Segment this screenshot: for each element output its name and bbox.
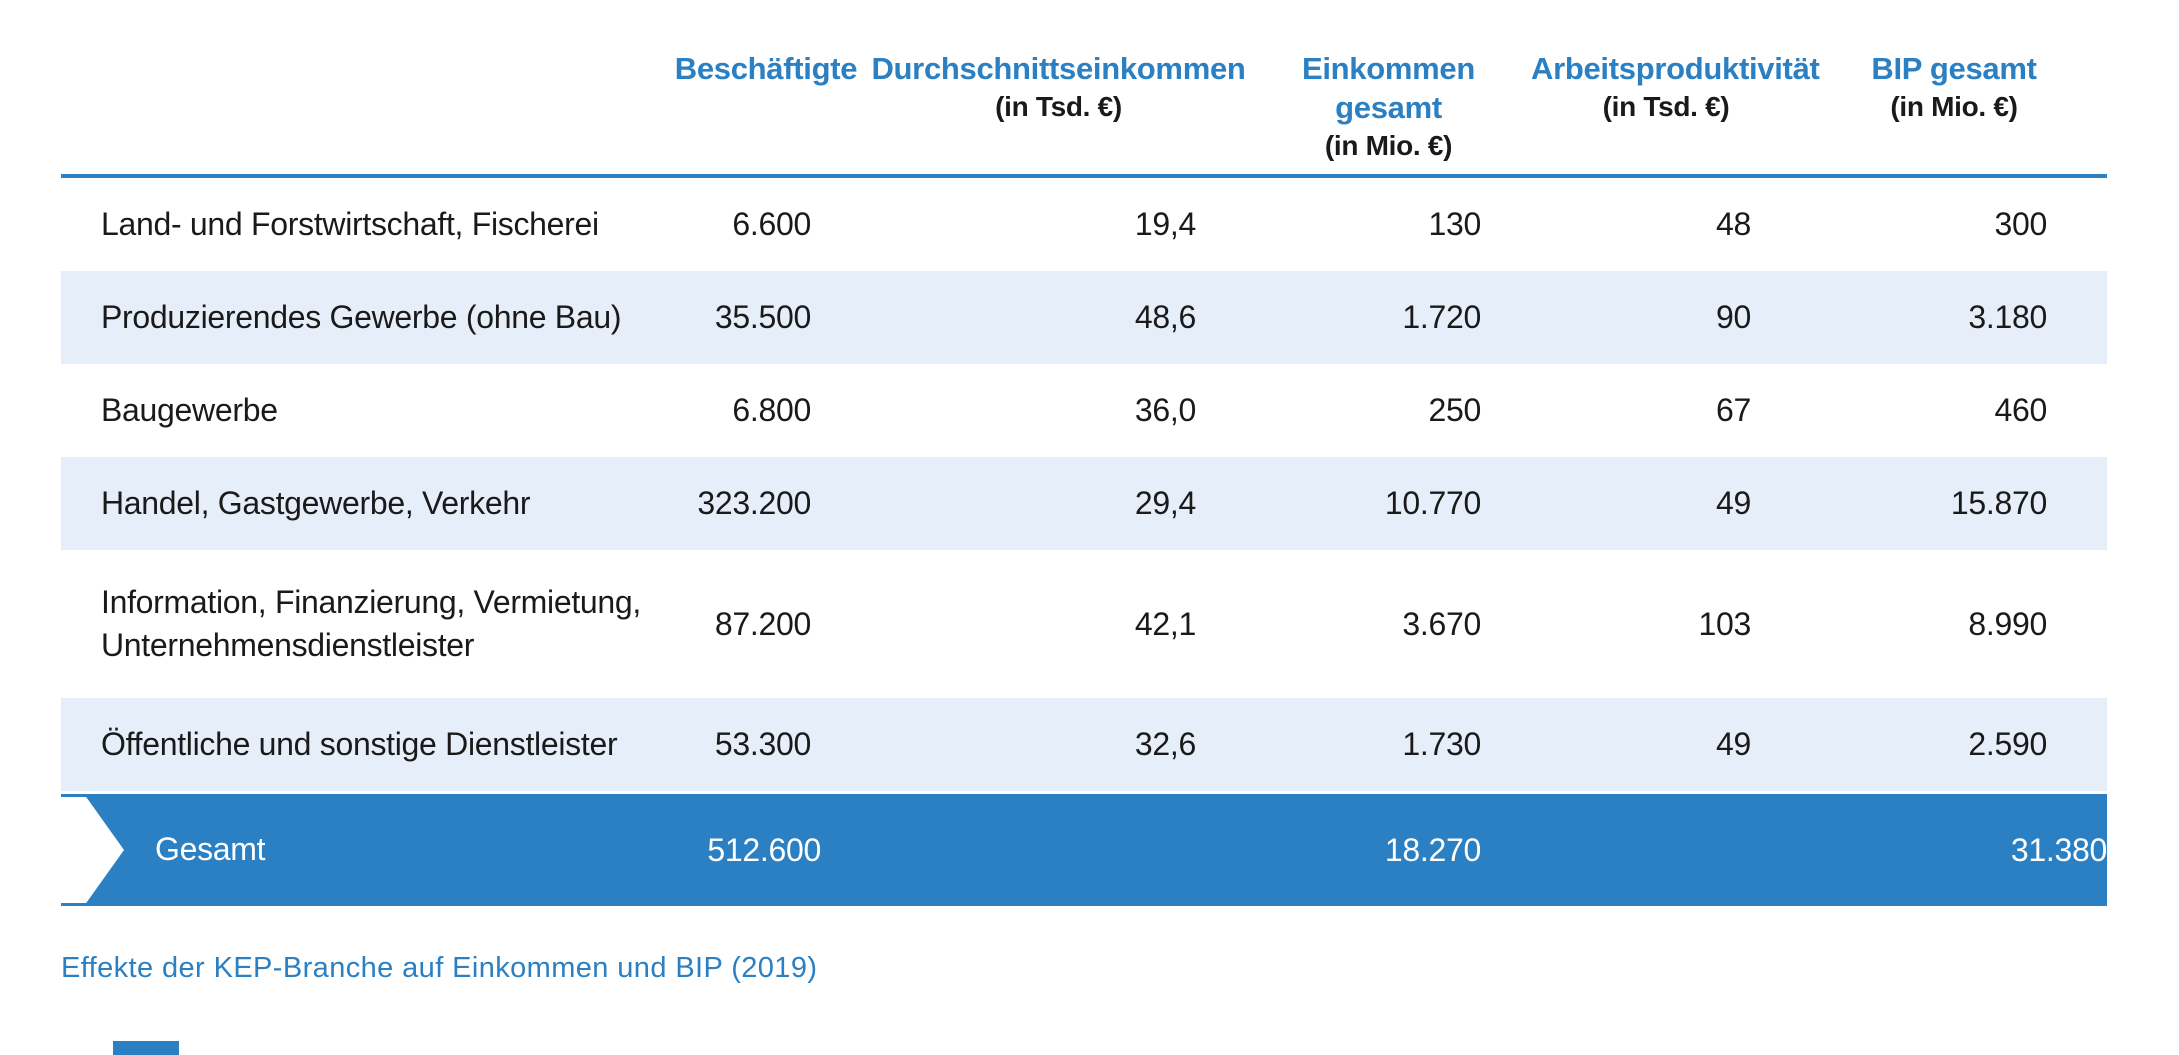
row-label: Baugewerbe — [101, 391, 278, 428]
cell-value: 19,4 — [1134, 206, 1196, 242]
cell-value: 8.990 — [1968, 605, 2047, 642]
cell-value: 3.670 — [1402, 605, 1481, 642]
cell-value: 250 — [1428, 392, 1482, 428]
cell-value: 323.200 — [697, 485, 811, 521]
column-header-label: Durchschnittseinkommen — [871, 51, 1246, 86]
cell-value: 1.720 — [1402, 299, 1481, 335]
table-row: Öffentliche und sonstige Dienstleister 5… — [61, 698, 2107, 791]
cell-value: 49 — [1716, 485, 1751, 521]
cell-value: 87.200 — [714, 605, 811, 642]
total-cell-value: 512.600 — [707, 831, 821, 868]
table-header-row: Beschäftigte Durchschnittseinkommen (in … — [61, 40, 2107, 174]
column-header-label: BIP gesamt — [1871, 51, 2037, 86]
cell-value: 1.730 — [1402, 726, 1481, 762]
column-header-unit: (in Mio. €) — [1890, 90, 2018, 122]
cell-value: 103 — [1698, 605, 1752, 642]
cell-value: 32,6 — [1134, 726, 1196, 762]
column-header-label: Einkommen gesamt — [1301, 51, 1475, 125]
table-row: Baugewerbe 6.800 36,0 250 67 460 — [61, 364, 2107, 457]
total-row-label: Gesamt — [155, 831, 266, 868]
cell-value: 2.590 — [1968, 726, 2047, 762]
table-row: Handel, Gastgewerbe, Verkehr 323.200 29,… — [61, 457, 2107, 550]
cell-value: 3.180 — [1968, 299, 2047, 335]
column-header-unit: (in Tsd. €) — [995, 90, 1122, 122]
cell-value: 300 — [1994, 206, 2048, 242]
cropped-footer-mark — [113, 1041, 179, 1055]
total-row-arrow-icon — [61, 794, 124, 906]
cell-value: 42,1 — [1134, 605, 1196, 642]
cell-value: 36,0 — [1134, 392, 1196, 428]
column-header-unit: (in Tsd. €) — [1602, 90, 1730, 122]
cell-value: 130 — [1428, 206, 1482, 242]
table-row: Information, Finanzierung, Vermietung, U… — [61, 550, 2107, 698]
cell-value: 6.600 — [732, 206, 811, 242]
column-header-label: Arbeitsproduktivität — [1531, 51, 1820, 86]
column-header-bip-gesamt: BIP gesamt (in Mio. €) — [1801, 40, 2107, 125]
row-label: Produzierendes Gewerbe (ohne Bau) — [101, 298, 622, 335]
cell-value: 48 — [1716, 206, 1751, 242]
column-header-unit — [661, 89, 871, 125]
column-header-unit: (in Mio. €) — [1324, 129, 1453, 161]
cell-value: 35.500 — [714, 299, 811, 335]
cell-value: 6.800 — [732, 392, 811, 428]
cell-value: 10.770 — [1384, 485, 1481, 521]
cell-value: 460 — [1994, 392, 2048, 428]
column-header-arbeitsproduktivitaet: Arbeitsproduktivität (in Tsd. €) — [1531, 40, 1820, 125]
table-row: Produzierendes Gewerbe (ohne Bau) 35.500… — [61, 271, 2107, 364]
cell-value: 29,4 — [1134, 485, 1196, 521]
column-header-beschaeftigte: Beschäftigte — [661, 40, 871, 125]
total-cell-value: 18.270 — [1384, 831, 1481, 868]
cell-value: 49 — [1716, 726, 1751, 762]
total-cell-value: 31.380 — [2010, 831, 2107, 868]
row-label: Information, Finanzierung, Vermietung, U… — [101, 583, 642, 663]
column-header-durchschnittseinkommen: Durchschnittseinkommen (in Tsd. €) — [871, 40, 1246, 125]
total-row: Gesamt 512.600 18.270 31.380 — [61, 794, 2107, 906]
cell-value: 67 — [1716, 392, 1751, 428]
table-row: Land- und Forstwirtschaft, Fischerei 6.6… — [61, 178, 2107, 271]
data-table: Beschäftigte Durchschnittseinkommen (in … — [61, 40, 2107, 906]
row-label: Öffentliche und sonstige Dienstleister — [101, 725, 618, 762]
row-label: Handel, Gastgewerbe, Verkehr — [101, 484, 531, 521]
cell-value: 15.870 — [1950, 485, 2047, 521]
column-header-label: Beschäftigte — [674, 51, 858, 86]
column-header-einkommen-gesamt: Einkommen gesamt (in Mio. €) — [1246, 40, 1531, 164]
cell-value: 90 — [1716, 299, 1751, 335]
header-divider — [61, 174, 2107, 178]
row-label: Land- und Forstwirtschaft, Fischerei — [101, 205, 599, 242]
cell-value: 53.300 — [714, 726, 811, 762]
figure-caption: Effekte der KEP-Branche auf Einkommen un… — [61, 952, 818, 984]
cell-value: 48,6 — [1134, 299, 1196, 335]
